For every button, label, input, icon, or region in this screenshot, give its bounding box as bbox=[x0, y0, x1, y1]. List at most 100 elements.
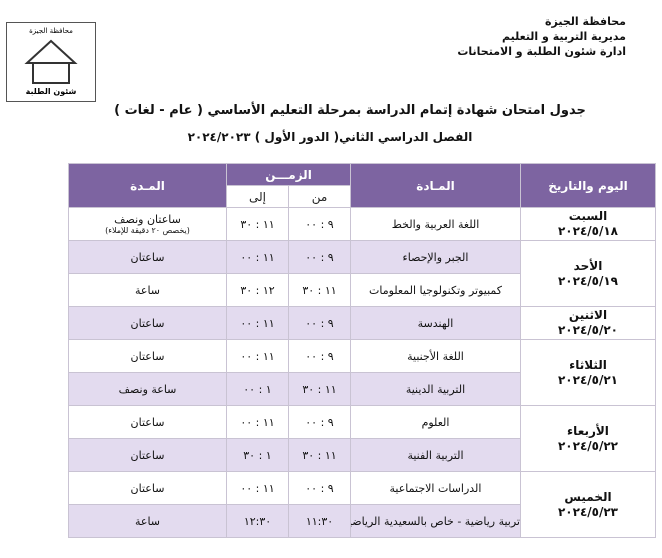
duration-cell: ساعة bbox=[68, 273, 227, 307]
duration-cell: ساعتان bbox=[68, 405, 227, 439]
from-time: ١١ : ٣٠ bbox=[302, 382, 337, 396]
day-name: الخميس bbox=[564, 489, 612, 504]
from-cell: ١١ : ٣٠ bbox=[288, 438, 351, 472]
table-row: تربية رياضية - خاص بالسعيدية الرياضية ١١:… bbox=[68, 504, 656, 538]
day-date: ٢٠٢٤/٥/٢٠ bbox=[557, 323, 619, 337]
from-cell: ١١ : ٣٠ bbox=[288, 372, 351, 406]
logo: محافظة الجيزة شئون الطلبة bbox=[6, 22, 96, 102]
day-name: الأحد bbox=[573, 258, 603, 273]
from-time: ١١:٣٠ bbox=[305, 514, 334, 528]
from-time: ٩ : ٠٠ bbox=[305, 481, 334, 495]
duration-cell: ساعتان bbox=[68, 339, 227, 373]
duration-cell: ساعتان bbox=[68, 438, 227, 472]
day-date: ٢٠٢٤/٥/١٨ bbox=[557, 224, 619, 238]
subtitle: الفصل الدراسي الثاني( الدور الأول ) ٢٠٢٤… bbox=[187, 130, 473, 144]
duration-cell: ساعتان bbox=[68, 240, 227, 274]
table-row: الثلاثاء ٢٠٢٤/٥/٢١ اللغة الأجنبية ٩ : ٠٠ ١١ … bbox=[68, 339, 656, 406]
col-header: من bbox=[288, 185, 351, 208]
duration-cell: ساعتان bbox=[68, 471, 227, 505]
duration-cell: ساعتان ونصف (يخصص ٢٠ دقيقة للإملاء) bbox=[68, 207, 227, 241]
to-cell: ١١ : ٠٠ bbox=[226, 240, 289, 274]
duration: ساعة ونصف bbox=[118, 382, 177, 396]
subject-cell: اللغة الأجنبية bbox=[350, 339, 521, 373]
duration: ساعتان bbox=[130, 448, 165, 462]
header-row: اليوم والتاريخ المـادة الزمـــن المـدة bbox=[68, 163, 656, 208]
duration: ساعتان bbox=[130, 481, 165, 495]
subject-cell: التربية الفنية bbox=[350, 438, 521, 472]
duration-cell: ساعة bbox=[68, 504, 227, 538]
from-cell: ١١ : ٣٠ bbox=[288, 273, 351, 307]
duration: ساعتان ونصف bbox=[114, 212, 181, 226]
col-header: الزمـــن bbox=[226, 163, 351, 186]
to-time: ١١ : ٠٠ bbox=[240, 349, 275, 363]
from-cell: ١١:٣٠ bbox=[288, 504, 351, 538]
to-cell: ١١ : ٣٠ bbox=[226, 207, 289, 241]
to-cell: ١٢ : ٣٠ bbox=[226, 273, 289, 307]
to-time: ١١ : ٠٠ bbox=[240, 481, 275, 495]
to-time: ١١ : ٠٠ bbox=[240, 250, 275, 264]
subject-cell: التربية الدينية bbox=[350, 372, 521, 406]
header: محافظة الجيزة مديرية التربية و التعليم ا… bbox=[457, 14, 626, 59]
day-date: ٢٠٢٤/٥/٢٢ bbox=[557, 438, 619, 453]
duration: ساعتان bbox=[130, 415, 165, 429]
table-row: الأربعاء ٢٠٢٤/٥/٢٢ العلوم ٩ : ٠٠ ١١ : ٠٠ ساعت… bbox=[68, 405, 656, 472]
to-time: ١١ : ٠٠ bbox=[240, 316, 275, 330]
col-header: اليوم والتاريخ bbox=[520, 163, 656, 208]
table-row: الاثنين ٢٠٢٤/٥/٢٠ الهندسة ٩ : ٠٠ ١١ : ٠٠ ساعت… bbox=[68, 306, 656, 340]
to-time: ١ : ٠٠ bbox=[243, 382, 272, 396]
day-cell: الاثنين ٢٠٢٤/٥/٢٠ bbox=[520, 306, 656, 340]
duration-cell: ساعتان bbox=[68, 306, 227, 340]
day-cell: الأربعاء ٢٠٢٤/٥/٢٢ bbox=[520, 405, 656, 472]
from-cell: ٩ : ٠٠ bbox=[288, 306, 351, 340]
day-name: الأربعاء bbox=[567, 423, 609, 438]
header-row: من إلى bbox=[69, 185, 656, 208]
duration-cell: ساعة ونصف bbox=[68, 372, 227, 406]
day-date: ٢٠٢٤/٥/٢٣ bbox=[557, 504, 619, 519]
subject-cell: العلوم bbox=[350, 405, 521, 439]
table-row: الأحد ٢٠٢٤/٥/١٩ الجبر والإحصاء ٩ : ٠٠ ١١ : ٠… bbox=[68, 240, 656, 307]
subject-cell: الهندسة bbox=[350, 306, 521, 340]
day-name: السبت bbox=[568, 209, 608, 223]
table-head: اليوم والتاريخ المـادة الزمـــن المـدة م… bbox=[68, 163, 656, 208]
duration: ساعتان bbox=[130, 316, 165, 330]
title: جدول امتحان شهادة إتمام الدراسة بمرحلة ا… bbox=[114, 103, 586, 118]
table-row: التربية الفنية ١١ : ٣٠ ١ : ٣٠ ساعتان bbox=[68, 438, 656, 472]
to-cell: ١٢:٣٠ bbox=[226, 504, 289, 538]
header-line: مديرية التربية و التعليم bbox=[502, 30, 626, 43]
day-name: الثلاثاء bbox=[569, 357, 607, 372]
to-cell: ١ : ٠٠ bbox=[226, 372, 289, 406]
col-header: المـادة bbox=[350, 163, 521, 208]
table-row: التربية الدينية ١١ : ٣٠ ١ : ٠٠ ساعة ونصف bbox=[68, 372, 656, 406]
logo-bottom: شئون الطلبة bbox=[26, 87, 77, 96]
day-date: ٢٠٢٤/٥/٢١ bbox=[557, 372, 619, 387]
from-time: ١١ : ٣٠ bbox=[302, 283, 337, 297]
logo-roof bbox=[24, 39, 78, 64]
to-time: ١ : ٣٠ bbox=[243, 448, 272, 462]
to-cell: ١ : ٣٠ bbox=[226, 438, 289, 472]
table-body: السبت ٢٠٢٤/٥/١٨ اللغة العربية والخط ٩ : ٠٠ ١… bbox=[68, 207, 656, 538]
day-cell: الثلاثاء ٢٠٢٤/٥/٢١ bbox=[520, 339, 656, 406]
subject-cell: اللغة العربية والخط bbox=[350, 207, 521, 241]
to-time: ١١ : ٣٠ bbox=[240, 217, 275, 231]
from-cell: ٩ : ٠٠ bbox=[288, 240, 351, 274]
to-cell: ١١ : ٠٠ bbox=[226, 471, 289, 505]
header-line: ادارة شئون الطلبة و الامتحانات bbox=[457, 45, 626, 58]
subject-cell: الدراسات الاجتماعية bbox=[350, 471, 521, 505]
to-time: ١٢:٣٠ bbox=[243, 514, 272, 528]
logo-building bbox=[32, 62, 70, 84]
from-cell: ٩ : ٠٠ bbox=[288, 339, 351, 373]
duration-note: (يخصص ٢٠ دقيقة للإملاء) bbox=[105, 225, 190, 235]
to-cell: ١١ : ٠٠ bbox=[226, 405, 289, 439]
duration: ساعتان bbox=[130, 250, 165, 264]
to-time: ١١ : ٠٠ bbox=[240, 415, 275, 429]
from-time: ٩ : ٠٠ bbox=[305, 415, 334, 429]
day-cell: الخميس ٢٠٢٤/٥/٢٣ bbox=[520, 471, 656, 538]
col-header: المـدة bbox=[68, 163, 227, 208]
subject-cell: الجبر والإحصاء bbox=[350, 240, 521, 274]
to-time: ١٢ : ٣٠ bbox=[240, 283, 275, 297]
from-cell: ٩ : ٠٠ bbox=[288, 207, 351, 241]
logo-top: محافظة الجيزة bbox=[29, 27, 73, 35]
to-cell: ١١ : ٠٠ bbox=[226, 306, 289, 340]
